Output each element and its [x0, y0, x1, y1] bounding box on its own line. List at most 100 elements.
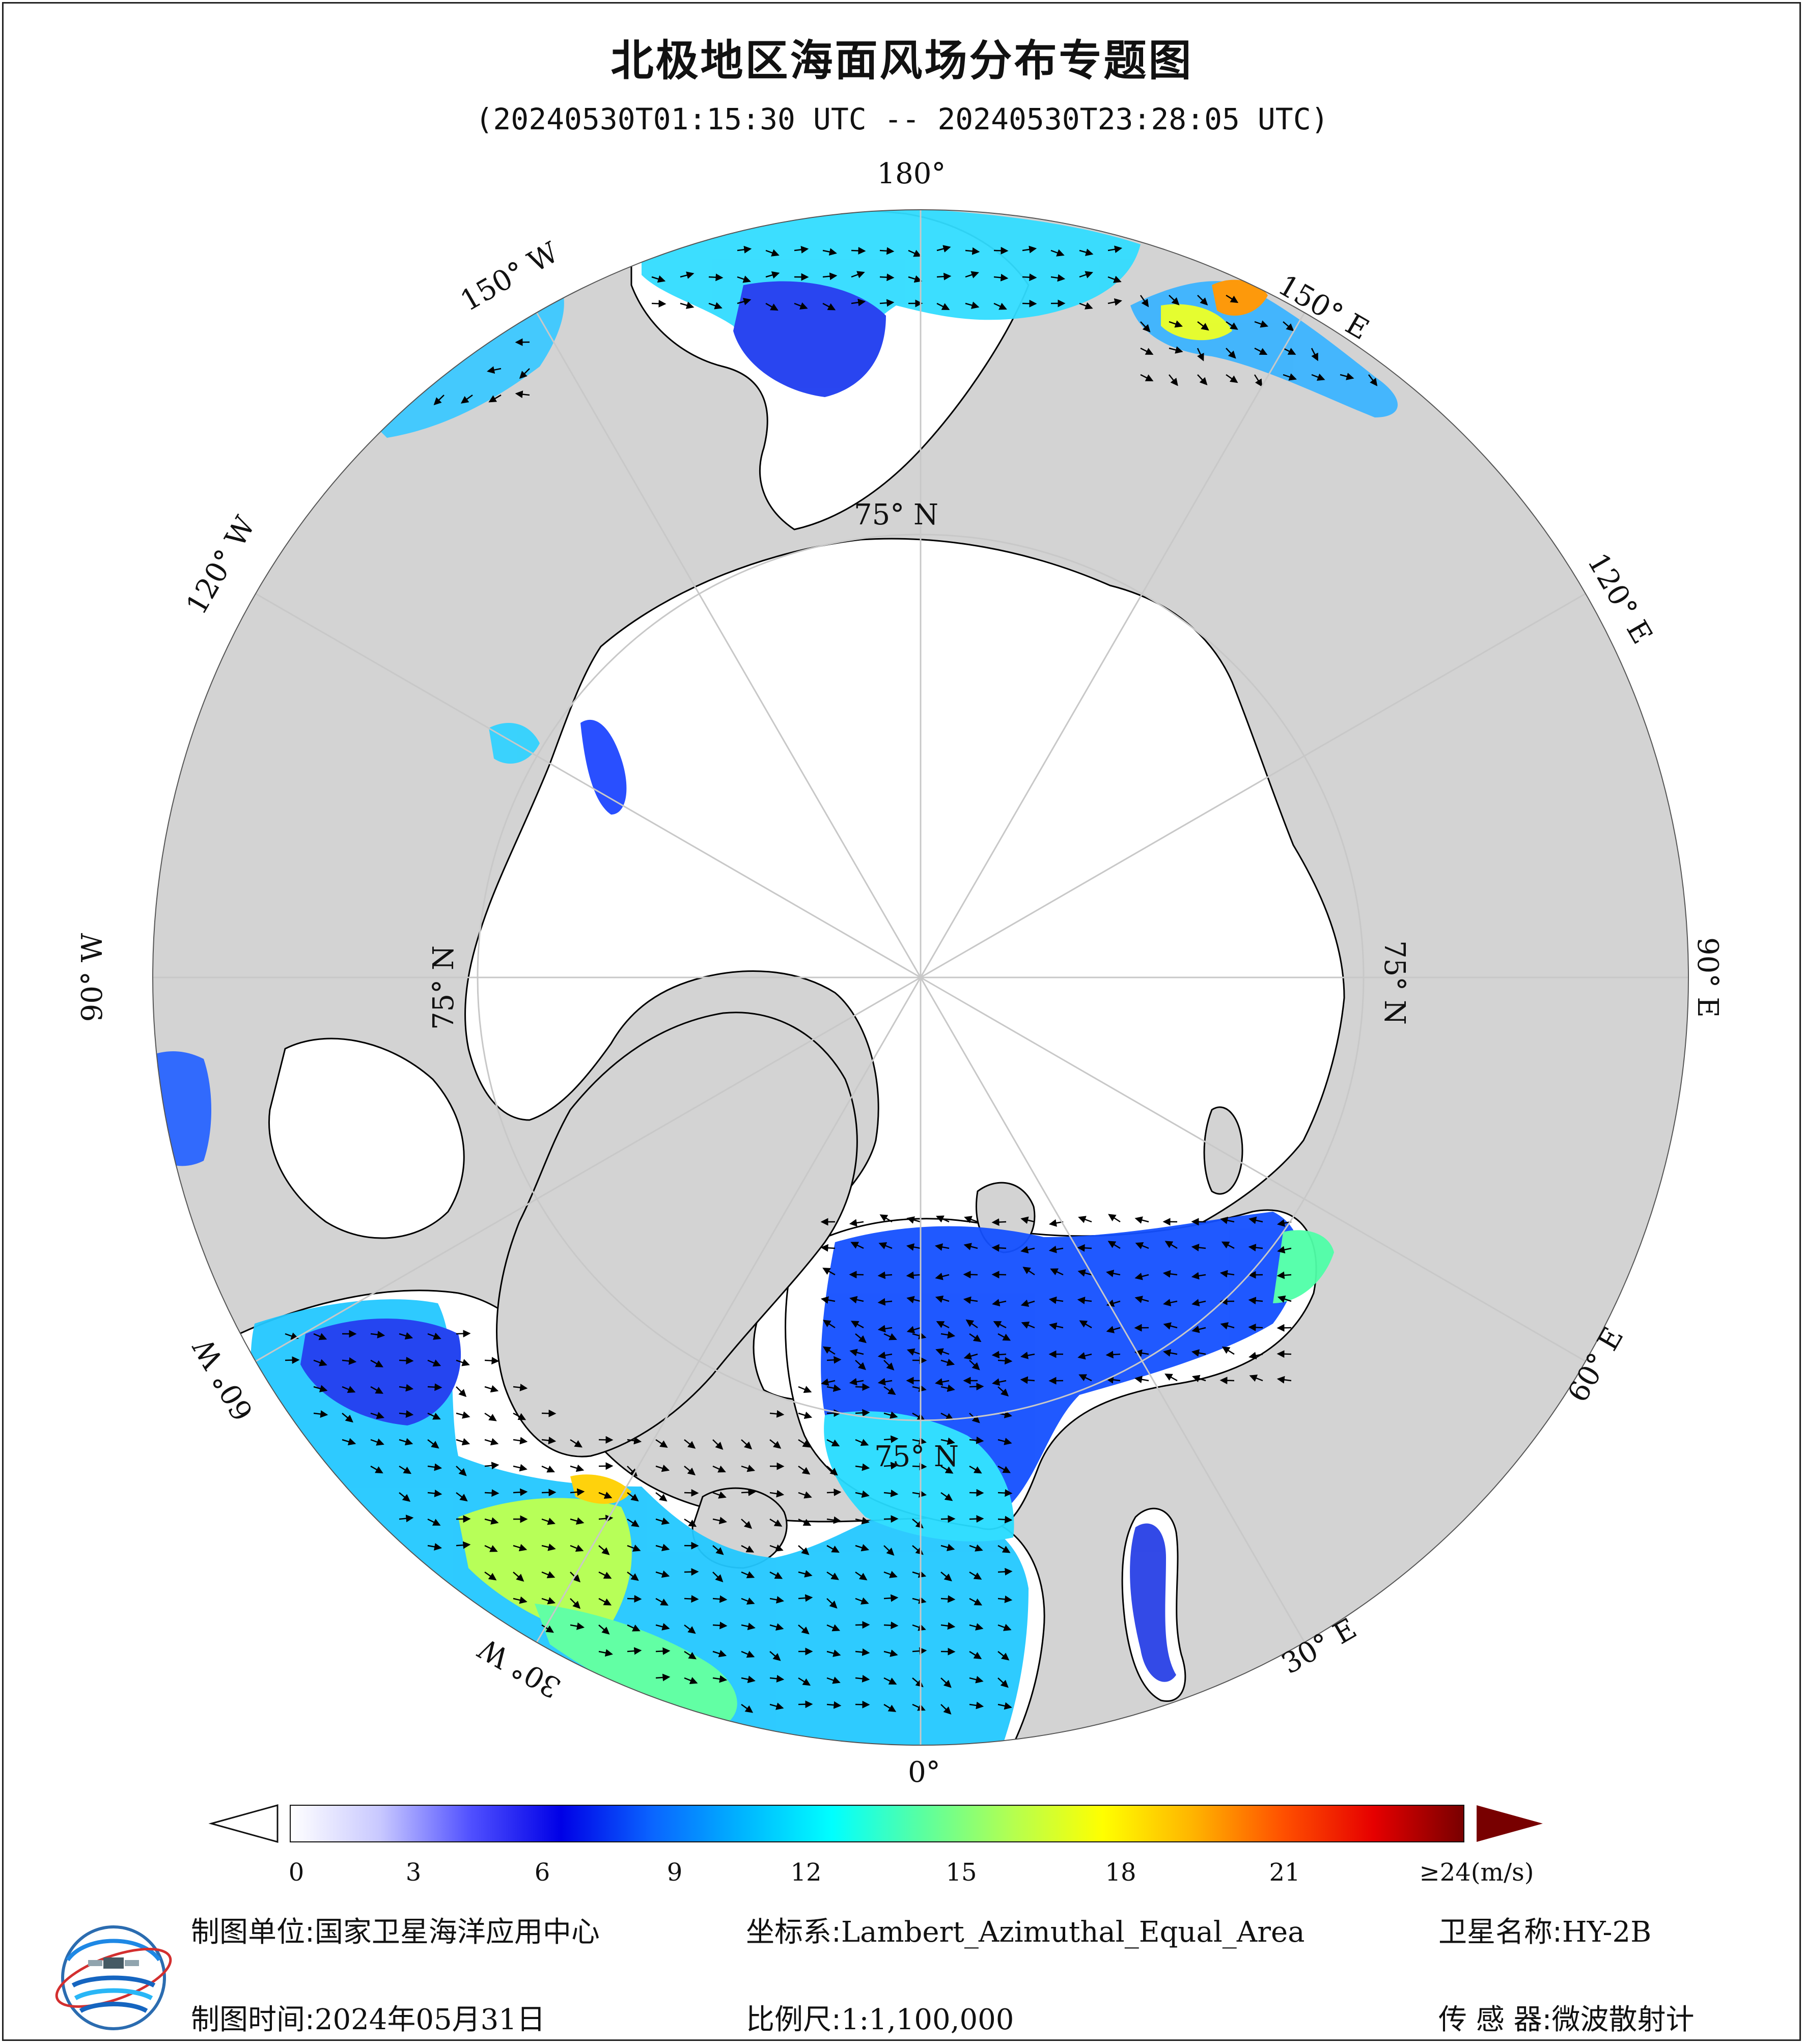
wind-arrow	[708, 302, 723, 310]
wind-arrow	[826, 1598, 838, 1609]
swath-baffin	[580, 719, 627, 815]
wind-arrow	[712, 1465, 726, 1473]
wind-arrow	[1276, 1376, 1292, 1384]
wind-arrow	[997, 1595, 1013, 1603]
wind-arrow	[969, 1571, 982, 1580]
map-disc	[153, 210, 1688, 1745]
wind-arrow	[399, 1515, 414, 1523]
swath-atlantic-yellow	[458, 1498, 632, 1639]
wind-arrow	[826, 1701, 842, 1709]
wind-arrow	[940, 1331, 956, 1339]
wind-arrow	[906, 1271, 921, 1279]
colorbar-tick-15: 15	[946, 1858, 977, 1887]
wind-arrow	[963, 1271, 978, 1279]
wind-arrow	[1020, 1216, 1035, 1224]
wind-arrow	[992, 1299, 1007, 1307]
wind-arrow	[826, 1624, 841, 1632]
wind-arrow	[541, 1489, 557, 1497]
colorbar	[208, 1804, 1543, 1843]
wind-arrow	[655, 1570, 670, 1578]
wind-arrow	[741, 1622, 756, 1631]
wind-arrow	[912, 1597, 927, 1604]
nsoas-logo	[55, 1925, 172, 2030]
wind-arrow	[427, 1489, 442, 1497]
wind-arrow	[936, 1321, 950, 1329]
wind-arrow	[342, 1357, 357, 1365]
wind-arrow	[541, 1409, 557, 1417]
wind-arrow	[627, 1647, 642, 1655]
wind-arrow	[513, 1412, 526, 1420]
wind-arrow	[883, 1386, 896, 1395]
wind-arrow	[969, 1623, 984, 1631]
wind-arrow	[1191, 1375, 1206, 1382]
wind-arrow	[940, 1677, 952, 1688]
wind-arrow	[627, 1572, 639, 1581]
colorbar-bar	[290, 1805, 1464, 1842]
wind-arrow	[684, 1677, 698, 1684]
wind-arrow	[936, 272, 952, 281]
wind-arrow	[712, 1517, 727, 1525]
wind-arrow	[708, 273, 724, 282]
wind-arrow	[877, 1378, 893, 1386]
novaya-zemlya	[1203, 1106, 1243, 1195]
wind-arrow	[1163, 1322, 1178, 1330]
wind-arrow	[993, 302, 1007, 310]
wind-arrow	[765, 302, 779, 311]
wind-arrow	[513, 1544, 528, 1552]
wind-arrow	[993, 273, 1009, 282]
wind-arrow	[855, 1648, 870, 1656]
wind-arrow	[1050, 1268, 1064, 1276]
wind-arrow	[1191, 1325, 1206, 1333]
wind-arrow	[877, 1271, 893, 1279]
wind-arrow	[855, 1597, 869, 1605]
wind-arrow	[598, 1649, 613, 1657]
wind-arrow	[940, 1704, 952, 1715]
wind-arrow	[855, 1490, 870, 1498]
wind-arrow	[906, 1216, 921, 1224]
wind-arrow	[879, 247, 895, 255]
wind-arrow	[1277, 1246, 1292, 1254]
wind-arrow	[851, 271, 865, 278]
wind-arrow	[969, 1701, 984, 1710]
wind-arrow	[969, 1675, 984, 1684]
wind-arrow	[399, 1384, 414, 1392]
wind-arrow	[570, 1488, 585, 1496]
wind-arrow	[741, 1703, 754, 1713]
wind-arrow	[598, 1625, 610, 1635]
wind-arrow	[655, 1673, 671, 1682]
wind-arrow	[969, 1436, 984, 1444]
wind-arrow	[883, 1333, 897, 1340]
wind-arrow	[1197, 295, 1208, 306]
wind-arrow	[849, 1349, 864, 1357]
wind-arrow	[1248, 1216, 1263, 1224]
swath-atlantic-green	[535, 1604, 737, 1726]
wind-arrow	[655, 1544, 670, 1551]
wind-arrow	[883, 1435, 899, 1443]
footer-coord-value: Lambert_Azimuthal_Equal_Area	[841, 1916, 1305, 1949]
wind-arrow	[963, 1296, 978, 1304]
wind-arrow	[798, 1625, 810, 1635]
wind-arrow	[1169, 346, 1183, 354]
wind-arrow	[992, 1378, 1007, 1386]
wind-arrow	[936, 1215, 950, 1223]
wind-arrow	[399, 1438, 413, 1446]
footer-unit-key: 制图单位:	[191, 1916, 315, 1949]
wind-arrow	[741, 1488, 756, 1496]
wind-arrow	[826, 1466, 838, 1476]
wind-arrow	[997, 1651, 1010, 1661]
wind-arrow	[883, 1594, 899, 1602]
wind-arrow	[877, 1351, 893, 1359]
wind-arrow	[855, 1544, 870, 1552]
wind-arrow	[712, 1675, 728, 1683]
wind-arrow	[769, 1490, 785, 1498]
wind-arrow	[1163, 1349, 1178, 1357]
wind-arrow	[737, 245, 752, 254]
wind-arrow	[965, 247, 980, 255]
wind-arrow	[997, 1677, 1009, 1688]
wind-arrow	[855, 1463, 870, 1471]
wind-arrow	[1219, 1270, 1235, 1278]
wind-arrow	[965, 1319, 978, 1329]
footer-coord-key: 坐标系:	[746, 1916, 841, 1949]
wind-arrow	[769, 1518, 783, 1527]
